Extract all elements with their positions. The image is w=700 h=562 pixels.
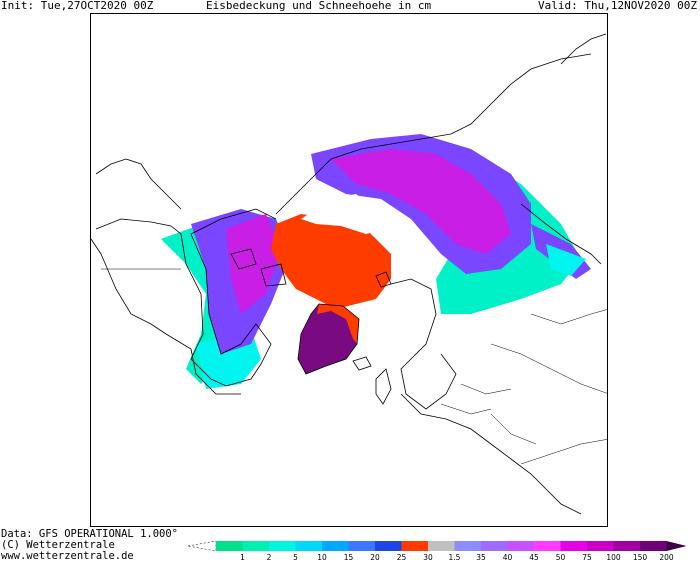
kamchatka-coast [560, 33, 607, 65]
alaska-coast [95, 158, 182, 210]
legend-tick-label: 1 [240, 553, 245, 562]
website-link[interactable]: www.wetterzentrale.de [1, 550, 134, 562]
legend-swatch [269, 541, 296, 551]
legend-swatch [481, 541, 508, 551]
greenland-ice [298, 304, 359, 374]
map-canvas [91, 33, 607, 515]
legend-swatch [640, 541, 667, 551]
eurasia-east-coast [520, 203, 602, 265]
country-borders [101, 268, 607, 465]
europe-border-2 [460, 383, 512, 395]
legend-tick-label: 5 [293, 553, 298, 562]
europe-border-3 [490, 413, 537, 445]
greenland-coast-ice [317, 304, 359, 344]
scandinavia-coast [390, 278, 457, 410]
british-isles [375, 368, 392, 405]
canadian-archipelago-2 [260, 263, 287, 287]
asia-border-2 [520, 439, 607, 465]
legend-tick-label: 45 [529, 553, 539, 562]
legend-arrow-left [188, 540, 217, 552]
legend-swatch [295, 541, 323, 551]
legend-tick-label: 1.5 [449, 553, 461, 562]
legend-tick-label: 40 [503, 553, 513, 562]
snow-cover-layer [161, 134, 591, 389]
legend-swatch [454, 541, 482, 551]
legend-swatch [587, 541, 614, 551]
coastlines [91, 33, 607, 515]
siberia-deep-snow [331, 149, 511, 254]
legend-swatch [322, 541, 349, 551]
europe-coast [400, 393, 582, 515]
legend-swatch [348, 541, 376, 551]
legend-swatch [613, 541, 641, 551]
north-america-deep-snow [226, 214, 281, 314]
asia-border-1 [530, 309, 607, 325]
legend-tick-label: 35 [476, 553, 486, 562]
legend-swatch [560, 541, 588, 551]
legend-swatch [216, 541, 243, 551]
legend-tick-label: 10 [317, 553, 327, 562]
legend-swatch [534, 541, 561, 551]
legend-swatch [401, 541, 429, 551]
init-time-label: Init: Tue,27OCT2020 00Z [1, 0, 154, 12]
arctic-sea-ice [271, 214, 391, 309]
north-america-coast [95, 208, 277, 387]
copyright-label: (C) Wetterzentrale [1, 539, 115, 551]
data-source-label: Data: GFS OPERATIONAL 1.000° [1, 528, 179, 540]
canadian-archipelago-1 [230, 248, 257, 270]
legend-swatch [375, 541, 402, 551]
legend-arrow-right [666, 541, 687, 551]
map-title: Eisbedeckung und Schneehoehe in cm [206, 0, 432, 12]
greenland-outline [297, 303, 360, 375]
east-asia-cyan-snow [546, 244, 586, 276]
legend-swatch [428, 541, 455, 551]
legend-tick-label: 2 [267, 553, 272, 562]
legend-tick-label: 200 [659, 553, 674, 562]
arctic-open-water [301, 194, 386, 234]
legend-tick-label: 20 [370, 553, 380, 562]
eurasia-north-coast [275, 53, 592, 215]
legend-tick-label: 15 [344, 553, 354, 562]
valid-time-label: Valid: Thu,12NOV2020 00Z [538, 0, 697, 12]
polar-snow-map [90, 13, 608, 527]
iceland [352, 356, 372, 371]
legend-swatch [507, 541, 535, 551]
north-america-south-coast [91, 238, 241, 395]
legend-tick-label: 150 [633, 553, 648, 562]
legend-tick-label: 100 [606, 553, 621, 562]
legend-tick-label: 25 [397, 553, 407, 562]
legend-tick-label: 75 [582, 553, 592, 562]
legend-tick-label: 30 [423, 553, 433, 562]
color-legend: 1 2 5 10 15 20 25 30 1.5 35 40 45 50 75 100 150 200 [188, 540, 687, 562]
legend-swatch [242, 541, 270, 551]
russia-border [490, 343, 607, 394]
legend-tick-label: 50 [556, 553, 566, 562]
europe-border-1 [440, 403, 492, 415]
svalbard [375, 271, 392, 288]
